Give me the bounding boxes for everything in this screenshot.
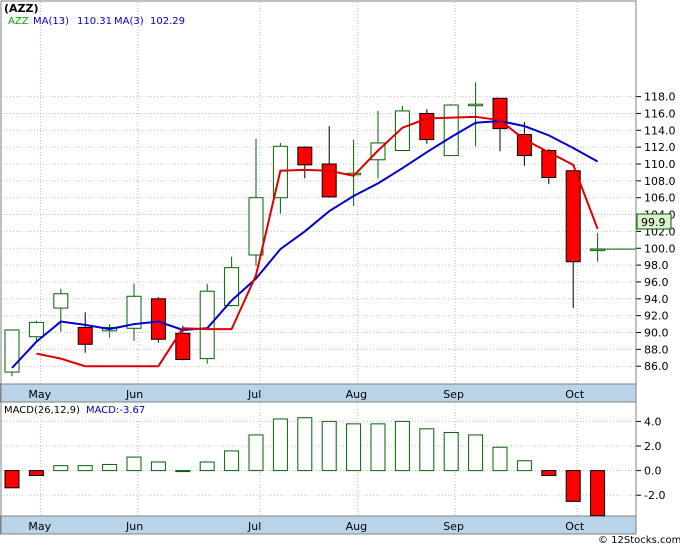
price-y-tick-label: 118.0 <box>644 91 676 104</box>
macd-bar <box>346 423 362 472</box>
macd-bar <box>394 420 410 472</box>
candle-body <box>53 293 69 309</box>
candle-body <box>126 295 142 329</box>
candle-body <box>541 150 557 178</box>
candle-body <box>468 103 484 107</box>
macd-bar <box>272 418 288 472</box>
macd-bar <box>102 463 118 472</box>
macd-bar <box>370 423 386 472</box>
candle-body <box>565 170 581 263</box>
macd-y-tick-label: 2.0 <box>644 440 662 453</box>
ma-short-legend-label: MA(3) <box>114 16 144 27</box>
ma3-line <box>36 115 599 368</box>
price-y-tick-label: 94.0 <box>644 293 669 306</box>
price-x-month-label: May <box>28 388 51 401</box>
price-x-month-label: Jun <box>125 388 143 401</box>
macd-bar <box>419 428 435 472</box>
macd-x-axis-band <box>0 515 637 535</box>
watermark: © 12Stocks.com <box>598 535 680 546</box>
macd-bar <box>565 470 581 502</box>
macd-bar <box>77 465 93 472</box>
macd-bar <box>150 461 166 472</box>
candle-body <box>516 134 532 157</box>
macd-bar <box>297 417 313 472</box>
last-price-label: 99.9 <box>641 216 666 229</box>
price-y-tick-label: 108.0 <box>644 175 676 188</box>
macd-value-label: MACD:-3.67 <box>86 405 145 416</box>
macd-y-tick-label: -2.0 <box>644 489 665 502</box>
last-price-tag <box>636 213 672 230</box>
candle-body <box>150 298 166 340</box>
price-x-axis-band <box>0 383 637 403</box>
candle-body <box>248 197 264 256</box>
candle-body <box>175 332 191 360</box>
price-x-month-label: Oct <box>565 388 585 401</box>
price-y-tick-label: 114.0 <box>644 124 676 137</box>
macd-bar <box>28 470 44 477</box>
price-y-tick-label: 110.0 <box>644 158 676 171</box>
macd-marks <box>4 417 606 517</box>
price-grid <box>1 2 641 384</box>
macd-bar <box>126 456 142 472</box>
macd-bar <box>4 470 20 489</box>
ma-long-legend-label: MA(13) <box>33 16 69 27</box>
price-y-tick-label: 88.0 <box>644 343 669 356</box>
candle-body <box>443 104 459 157</box>
macd-x-month-label: Oct <box>565 520 585 533</box>
price-x-month-label: Jul <box>247 388 261 401</box>
ma-long-legend-value: 110.31 <box>77 16 112 27</box>
price-y-tick-label: 90.0 <box>644 327 669 340</box>
macd-x-month-label: Jun <box>125 520 143 533</box>
macd-x-month-label: May <box>28 520 51 533</box>
macd-y-tick-label: 0.0 <box>644 465 662 478</box>
macd-x-month-label: Jul <box>247 520 261 533</box>
macd-bar <box>53 465 69 472</box>
macd-bar <box>492 446 508 472</box>
candle-body <box>4 329 20 373</box>
price-x-month-label: Aug <box>346 388 367 401</box>
price-y-tick-label: 96.0 <box>644 276 669 289</box>
macd-bar <box>443 431 459 472</box>
candle-body <box>199 290 215 360</box>
price-y-tick-label: 116.0 <box>644 107 676 120</box>
candle-body <box>394 110 410 152</box>
axis-labels: 86.088.090.092.094.096.098.0100.0102.010… <box>28 91 675 533</box>
price-marks <box>4 82 606 377</box>
macd-x-month-label: Sep <box>443 520 464 533</box>
price-x-month-label: Sep <box>443 388 464 401</box>
price-y-tick-label: 100.0 <box>644 242 676 255</box>
macd-bar <box>516 460 532 472</box>
macd-bar <box>248 434 264 472</box>
macd-bar <box>321 420 337 472</box>
macd-bar <box>468 434 484 472</box>
macd-bar <box>224 450 240 472</box>
price-y-tick-label: 106.0 <box>644 192 676 205</box>
macd-title: MACD(26,12,9) <box>4 405 80 416</box>
ma-short-legend-value: 102.29 <box>150 16 185 27</box>
ticker-label: (AZZ) <box>4 2 39 15</box>
macd-bar <box>590 470 606 517</box>
price-y-tick-label: 92.0 <box>644 310 669 323</box>
price-y-tick-label: 86.0 <box>644 360 669 373</box>
candle-body <box>28 321 44 338</box>
macd-x-month-label: Aug <box>346 520 367 533</box>
legend-marker: AZZ <box>8 16 29 27</box>
macd-bar <box>199 461 215 472</box>
macd-y-tick-label: 4.0 <box>644 415 662 428</box>
moving-average-lines <box>11 115 636 369</box>
candle-body <box>321 163 337 198</box>
price-y-tick-label: 112.0 <box>644 141 676 154</box>
macd-bar <box>175 470 191 473</box>
candle-body <box>297 146 313 166</box>
price-y-tick-label: 98.0 <box>644 259 669 272</box>
macd-bar <box>541 470 557 477</box>
candle-body <box>77 326 93 345</box>
macd-panel-frame <box>0 401 637 535</box>
